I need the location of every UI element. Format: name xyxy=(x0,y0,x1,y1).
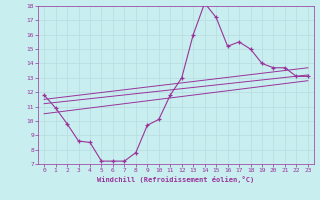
X-axis label: Windchill (Refroidissement éolien,°C): Windchill (Refroidissement éolien,°C) xyxy=(97,176,255,183)
